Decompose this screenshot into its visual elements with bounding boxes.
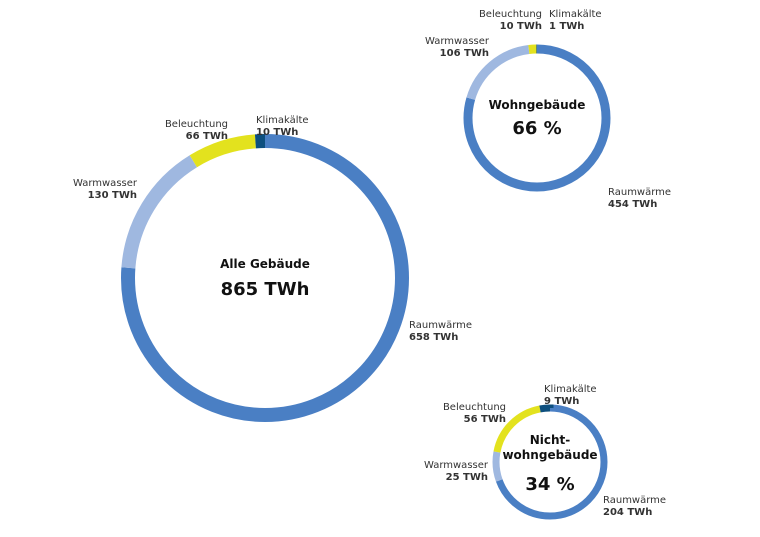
center-title-alle: Alle Gebäude xyxy=(220,257,310,271)
label-alle-raumwaerme: Raumwärme xyxy=(409,320,472,331)
value-nicht-raumwaerme: 204 TWh xyxy=(603,507,652,518)
label-wohn-beleuchtung: Beleuchtung xyxy=(479,9,542,20)
label-nicht-warmwasser: Warmwasser xyxy=(424,460,489,471)
label-nicht-raumwaerme: Raumwärme xyxy=(603,495,666,506)
value-wohn-beleuchtung: 10 TWh xyxy=(500,21,542,32)
center-total-nicht: 34 % xyxy=(525,474,574,495)
label-nicht-beleuchtung: Beleuchtung xyxy=(443,402,506,413)
center-title-nicht-line-2: wohngebäude xyxy=(502,448,597,462)
center-total-wohn: 66 % xyxy=(512,118,561,139)
value-nicht-warmwasser: 25 TWh xyxy=(446,472,488,483)
label-alle-klimakaelte: Klimakälte xyxy=(256,115,309,126)
label-nicht-klimakaelte: Klimakälte xyxy=(544,384,597,395)
center-title-wohn: Wohngebäude xyxy=(489,98,586,112)
value-wohn-klimakaelte: 1 TWh xyxy=(549,21,584,32)
segment-nicht-warmwasser xyxy=(492,404,608,520)
value-alle-warmwasser: 130 TWh xyxy=(88,190,137,201)
value-nicht-beleuchtung: 56 TWh xyxy=(464,414,506,425)
label-wohn-klimakaelte: Klimakälte xyxy=(549,9,602,20)
label-wohn-raumwaerme: Raumwärme xyxy=(608,187,671,198)
label-wohn-warmwasser: Warmwasser xyxy=(425,36,490,47)
center-title-nicht-line-1: Nicht- xyxy=(530,433,571,447)
value-nicht-klimakaelte: 9 TWh xyxy=(544,396,579,407)
label-alle-beleuchtung: Beleuchtung xyxy=(165,119,228,130)
label-alle-warmwasser: Warmwasser xyxy=(73,178,138,189)
value-alle-beleuchtung: 66 TWh xyxy=(186,131,228,142)
center-total-alle: 865 TWh xyxy=(221,279,310,300)
segment-nicht-klimakaelte xyxy=(492,404,608,520)
value-wohn-warmwasser: 106 TWh xyxy=(440,48,489,59)
segment-alle-klimakaelte xyxy=(121,134,409,422)
segment-wohn-klimakaelte xyxy=(463,44,611,192)
value-wohn-raumwaerme: 454 TWh xyxy=(608,199,657,210)
value-alle-klimakaelte: 10 TWh xyxy=(256,127,298,138)
value-alle-raumwaerme: 658 TWh xyxy=(409,332,458,343)
